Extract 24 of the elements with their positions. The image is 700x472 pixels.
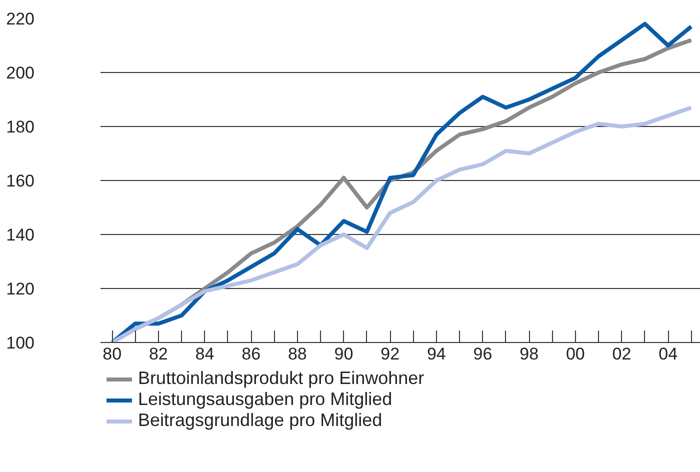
x-tick-label: 00 <box>566 344 585 364</box>
y-tick-label: 180 <box>6 118 35 136</box>
x-tick-label: 96 <box>473 344 492 364</box>
x-tick-label: 86 <box>242 344 261 364</box>
y-tick-label: 200 <box>6 64 35 82</box>
x-tick-label: 94 <box>426 344 446 364</box>
x-tick-label: 82 <box>148 344 168 364</box>
y-tick-label: 120 <box>6 280 35 298</box>
y-tick-label: 220 <box>6 10 35 28</box>
y-tick-label: 140 <box>6 226 35 244</box>
x-tick-label: 98 <box>520 344 539 364</box>
legend-label: Bruttoinlandsprodukt pro Einwohner <box>138 368 424 389</box>
x-tick-label: 88 <box>288 344 307 364</box>
y-tick-label: 160 <box>6 172 35 190</box>
x-tick-label: 80 <box>102 344 122 364</box>
y-tick-label: 100 <box>6 334 35 352</box>
x-tick-label: 02 <box>612 344 632 364</box>
x-tick-label: 84 <box>195 344 214 364</box>
x-tick-label: 04 <box>658 344 678 364</box>
x-tick-label: 92 <box>380 344 400 364</box>
legend-label: Leistungsausgaben pro Mitglied <box>138 389 392 410</box>
x-tick-label: 90 <box>334 344 354 364</box>
line-series <box>110 106 694 342</box>
legend-label: Beitragsgrundlage pro Mitglied <box>138 410 382 431</box>
